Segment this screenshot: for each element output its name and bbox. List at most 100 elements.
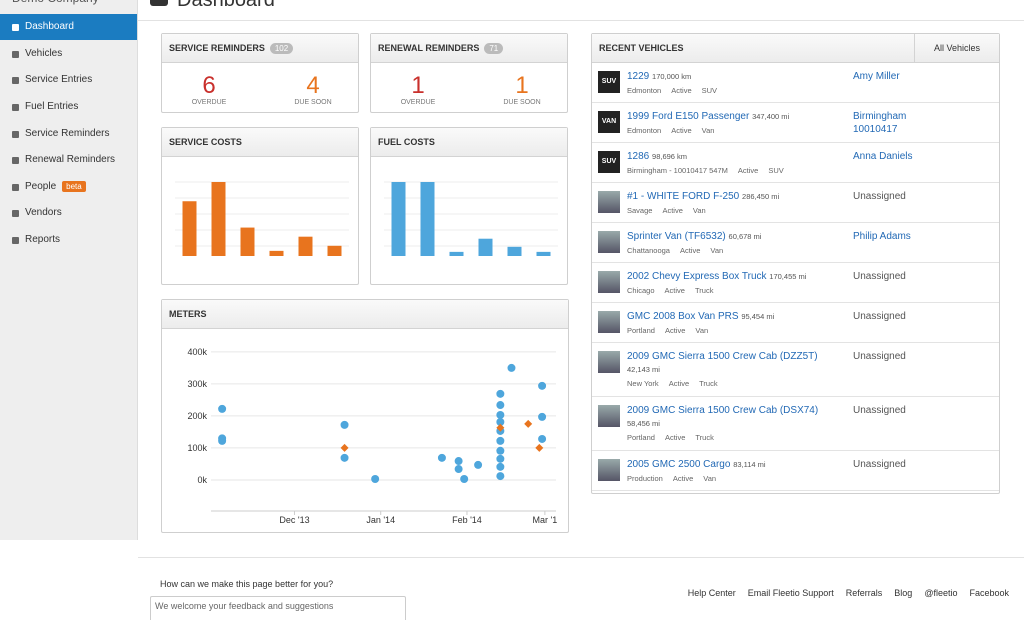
point: [496, 436, 505, 445]
vehicle-row: 2009 GMC Sierra 1500 Crew Cab (DZZ5T) 42…: [592, 343, 999, 397]
feedback-question: How can we make this page better for you…: [160, 579, 334, 589]
nav-item[interactable]: Renewal Reminders: [0, 147, 137, 173]
vehicle-name[interactable]: Sprinter Van (TF6532): [627, 231, 726, 242]
vehicle-status: Active: [664, 433, 686, 442]
point: [371, 474, 380, 483]
nav-icon: [12, 237, 19, 244]
vehicle-operator[interactable]: Amy Miller: [853, 71, 900, 82]
nav-icon: [12, 157, 19, 164]
vehicle-operator: Unassigned: [853, 191, 906, 202]
reminder-card: RENEWAL REMINDERS 71 1 OVERDUE 1 DUE SOON: [370, 33, 568, 113]
nav-item[interactable]: Fuel Entries: [0, 94, 137, 120]
bar: [327, 245, 342, 256]
vehicle-name[interactable]: #1 - WHITE FORD F-250: [627, 191, 740, 202]
vehicle-name[interactable]: 1286: [627, 151, 650, 162]
bar: [240, 227, 255, 256]
point: [507, 363, 516, 372]
vehicle-meter: 95,454 mi: [741, 312, 775, 321]
header-icon: [150, 0, 168, 6]
bar: [478, 238, 493, 256]
vehicle-type: Truck: [699, 379, 718, 388]
footer-link[interactable]: Referrals: [845, 588, 883, 598]
all-vehicles-button[interactable]: All Vehicles: [914, 34, 999, 62]
due-soon-count: 1: [515, 72, 529, 99]
vehicle-thumb: [598, 311, 620, 333]
vehicle-name[interactable]: 2009 GMC Sierra 1500 Crew Cab (DSX74): [627, 405, 819, 416]
nav-label: Fuel Entries: [25, 101, 79, 112]
vehicle-status: Active: [679, 246, 701, 255]
nav-label: Service Entries: [25, 74, 93, 85]
footer-link[interactable]: Help Center: [687, 588, 736, 598]
vehicle-status: Active: [737, 166, 759, 175]
vehicle-thumb: [598, 271, 620, 293]
nav-icon: [12, 131, 19, 138]
x-tick-label: Feb '14: [452, 515, 482, 525]
vehicle-row: SUV 1286 98,696 km Birmingham - 10010417 5…: [592, 143, 999, 183]
card-title: FUEL COSTS: [378, 137, 435, 147]
point: [218, 404, 227, 413]
vehicle-location: Chattanooga: [627, 246, 670, 255]
vehicle-location: Portland: [627, 433, 655, 442]
nav-item[interactable]: Vehicles: [0, 41, 137, 67]
vehicle-type: SUV: [701, 86, 718, 95]
vehicle-details: Portland Active Truck: [627, 433, 724, 442]
vehicle-thumb: [598, 405, 620, 427]
vehicle-name-block: Sprinter Van (TF6532) 60,678 mi: [627, 230, 837, 243]
footer-link[interactable]: Blog: [894, 588, 913, 598]
bar: [391, 182, 406, 256]
chart: SepOctNovDecJanFeb: [384, 181, 558, 256]
point: [474, 460, 483, 469]
point: [535, 443, 544, 452]
vehicle-operator: Unassigned: [853, 459, 906, 470]
point: [437, 453, 446, 462]
vehicle-location: Savage: [627, 206, 653, 215]
vehicle-meter: 170,455 mi: [769, 272, 807, 281]
vehicle-details: Chicago Active Truck: [627, 286, 723, 295]
vehicle-name[interactable]: GMC 2008 Box Van PRS: [627, 311, 739, 322]
nav-item[interactable]: Vendors: [0, 200, 137, 226]
point: [538, 434, 547, 443]
point: [496, 454, 505, 463]
vehicle-status: Active: [664, 326, 686, 335]
bar: [420, 182, 435, 256]
nav-label: Dashboard: [25, 21, 74, 32]
vehicle-operator[interactable]: Philip Adams: [853, 231, 911, 242]
vehicle-name[interactable]: 2005 GMC 2500 Cargo: [627, 459, 731, 470]
bar: [182, 201, 197, 256]
vehicle-name[interactable]: 2002 Chevy Express Box Truck: [627, 271, 767, 282]
chart: SepOctNovDecJanFeb: [175, 181, 349, 256]
footer-link[interactable]: @fleetio: [924, 588, 958, 598]
bar: [536, 251, 551, 256]
vehicle-thumb: [598, 459, 620, 481]
nav-item[interactable]: People beta: [0, 174, 137, 200]
sidebar: Demo Company Dashboard Vehicles Service Ent…: [0, 0, 138, 540]
vehicle-row: #1 - WHITE FORD F-250 286,450 mi Savage Ac…: [592, 183, 999, 223]
card-header: RENEWAL REMINDERS 71: [371, 34, 567, 63]
vehicle-name[interactable]: 2009 GMC Sierra 1500 Crew Cab (DZZ5T): [627, 351, 818, 362]
footer-link[interactable]: Facebook: [969, 588, 1009, 598]
due-soon-count: 4: [306, 72, 320, 99]
y-tick-label: 400k: [187, 347, 207, 357]
nav-icon: [12, 184, 19, 191]
point: [496, 446, 505, 455]
vehicle-name[interactable]: 1229: [627, 71, 650, 82]
nav-item[interactable]: Service Entries: [0, 67, 137, 93]
footer-link[interactable]: Email Fleetio Support: [747, 588, 834, 598]
vehicle-operator[interactable]: Birmingham 10010417: [853, 111, 907, 135]
vehicle-meter: 347,400 mi: [752, 112, 790, 121]
vehicle-status: Active: [662, 206, 683, 215]
vehicle-name[interactable]: 1999 Ford E150 Passenger: [627, 111, 750, 122]
vehicle-location: Production: [627, 474, 663, 483]
nav-item[interactable]: Service Reminders: [0, 121, 137, 147]
vehicle-location: Portland: [627, 326, 655, 335]
vehicle-name-block: 2005 GMC 2500 Cargo 83,114 mi: [627, 458, 837, 471]
point: [454, 457, 463, 466]
vehicle-operator[interactable]: Anna Daniels: [853, 151, 913, 162]
feedback-input[interactable]: We welcome your feedback and suggestions: [150, 596, 406, 620]
overdue-count: 1: [411, 72, 425, 99]
nav-item[interactable]: Reports: [0, 227, 137, 253]
vehicle-operator: Unassigned: [853, 405, 906, 416]
nav-item[interactable]: Dashboard: [0, 14, 137, 40]
vehicle-details: Portland Active Van: [627, 326, 718, 335]
overdue-label: OVERDUE: [400, 99, 436, 106]
